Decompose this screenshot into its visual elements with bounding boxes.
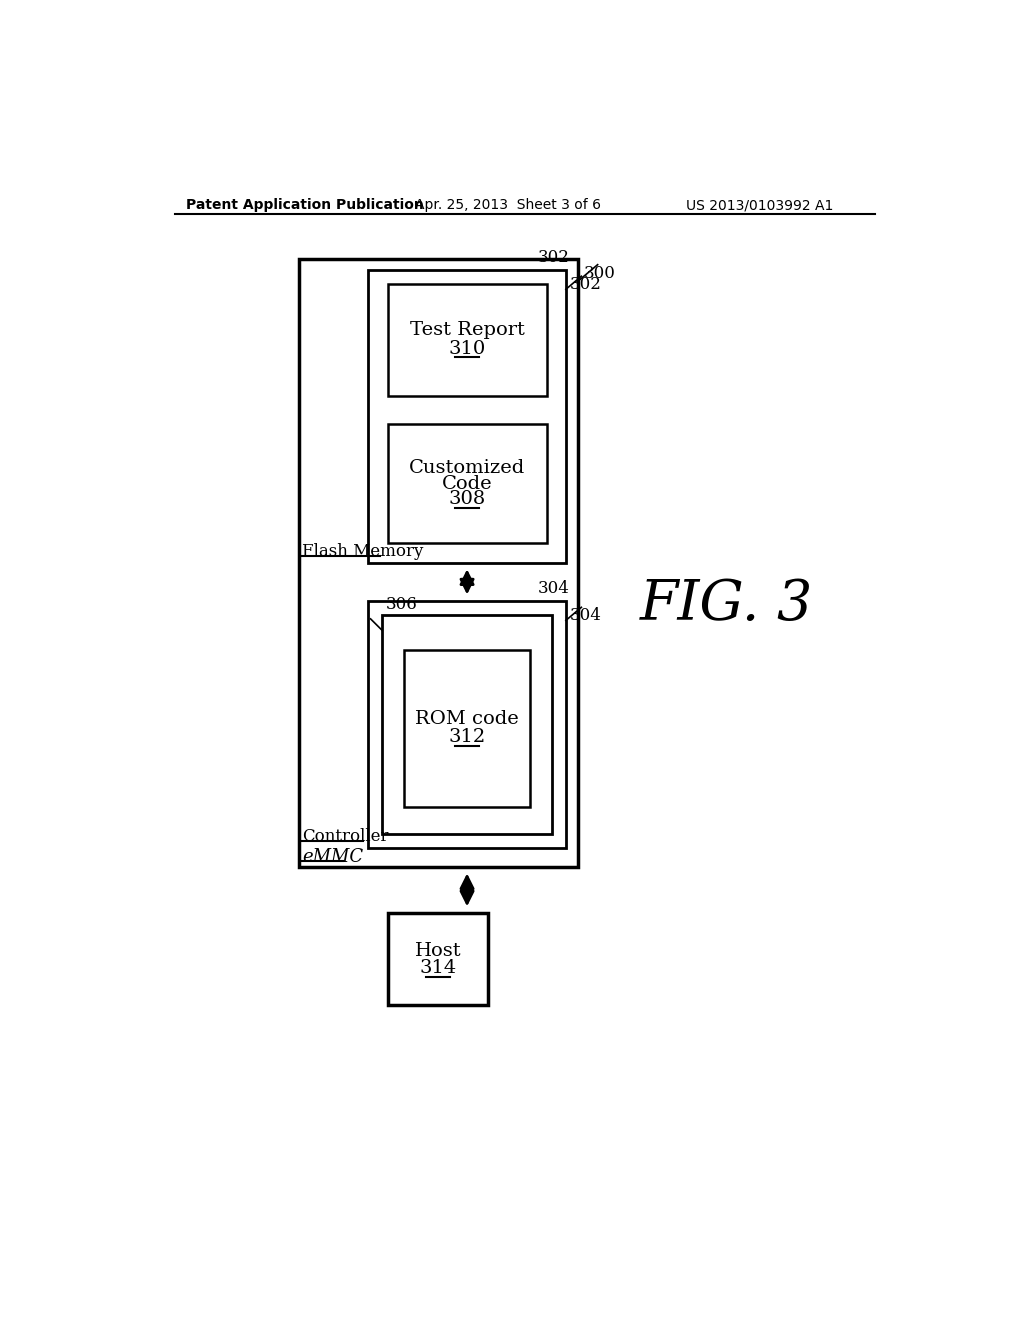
Bar — [369, 271, 566, 562]
Text: FIG. 3: FIG. 3 — [640, 578, 813, 632]
Text: 304: 304 — [569, 607, 602, 624]
Text: 300: 300 — [584, 264, 615, 281]
Text: Test Report: Test Report — [410, 322, 524, 339]
Text: Controller: Controller — [302, 829, 389, 845]
Text: Customized: Customized — [409, 459, 525, 478]
Text: Code: Code — [441, 475, 493, 492]
Text: 308: 308 — [449, 490, 485, 508]
Text: 306: 306 — [386, 597, 418, 614]
Text: 302: 302 — [569, 276, 602, 293]
Text: Patent Application Publication: Patent Application Publication — [186, 198, 424, 213]
Text: Host: Host — [415, 942, 462, 961]
Bar — [388, 424, 547, 544]
Bar — [382, 615, 552, 834]
Text: eMMC: eMMC — [302, 847, 364, 866]
Text: 302: 302 — [538, 249, 569, 267]
Bar — [388, 913, 488, 1006]
Text: US 2013/0103992 A1: US 2013/0103992 A1 — [686, 198, 834, 213]
Bar — [299, 259, 578, 867]
Text: 304: 304 — [538, 581, 569, 598]
Text: 310: 310 — [449, 341, 485, 358]
Bar — [403, 649, 530, 807]
Bar — [388, 284, 547, 396]
Text: 312: 312 — [449, 729, 485, 746]
Bar — [369, 601, 566, 847]
Text: ROM code: ROM code — [415, 710, 519, 727]
Text: Flash Memory: Flash Memory — [302, 544, 424, 561]
Text: 314: 314 — [420, 960, 457, 977]
Text: Apr. 25, 2013  Sheet 3 of 6: Apr. 25, 2013 Sheet 3 of 6 — [415, 198, 601, 213]
